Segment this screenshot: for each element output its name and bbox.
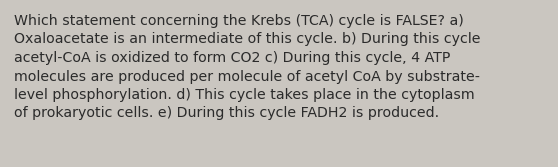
Text: level phosphorylation. d) This cycle takes place in the cytoplasm: level phosphorylation. d) This cycle tak…: [14, 88, 475, 102]
Text: acetyl-CoA is oxidized to form CO2 c) During this cycle, 4 ATP: acetyl-CoA is oxidized to form CO2 c) Du…: [14, 51, 450, 65]
Text: Which statement concerning the Krebs (TCA) cycle is FALSE? a): Which statement concerning the Krebs (TC…: [14, 14, 464, 28]
Text: of prokaryotic cells. e) During this cycle FADH2 is produced.: of prokaryotic cells. e) During this cyc…: [14, 107, 439, 121]
Text: molecules are produced per molecule of acetyl CoA by substrate-: molecules are produced per molecule of a…: [14, 69, 480, 84]
Text: Oxaloacetate is an intermediate of this cycle. b) During this cycle: Oxaloacetate is an intermediate of this …: [14, 33, 480, 46]
